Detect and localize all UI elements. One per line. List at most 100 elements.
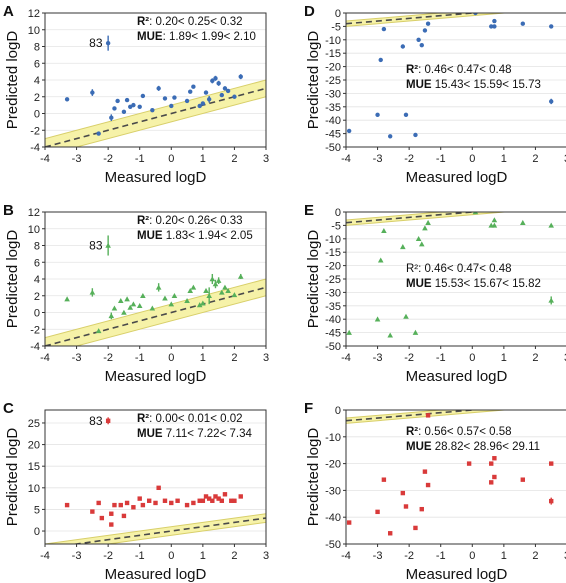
y-tick-label: -25 (325, 274, 341, 286)
y-tick-label: -35 (325, 102, 341, 114)
data-point (127, 304, 134, 310)
y-axis-label: Predicted logD (305, 31, 322, 130)
mue-value: 15.43< 15.59< 15.73 (432, 79, 541, 91)
mue-value: : 1.89< 1.99< 2.10 (163, 31, 256, 43)
data-point (99, 515, 105, 521)
point-annotation: 83 (89, 239, 103, 253)
x-tick-label: 2 (231, 352, 237, 364)
band-lower-edge (346, 410, 510, 424)
data-point (213, 494, 218, 499)
x-tick-label: -2 (404, 550, 414, 562)
x-tick-label: 2 (532, 550, 538, 562)
r2-value: : 0.56< 0.57< 0.58 (418, 426, 511, 438)
data-point (549, 99, 554, 104)
y-tick-label: 2 (34, 291, 40, 303)
x-tick-label: -4 (341, 352, 351, 364)
data-point (415, 236, 422, 242)
data-point (412, 329, 419, 335)
x-axis-label: Measured logD (406, 566, 508, 583)
x-axis-label: Measured logD (105, 368, 207, 385)
data-point (549, 461, 554, 466)
data-point (520, 219, 526, 225)
x-tick-label: 2 (231, 550, 237, 562)
data-point (121, 109, 127, 115)
data-point (419, 42, 424, 48)
data-point (149, 305, 156, 311)
x-tick-label: 1 (501, 550, 507, 562)
data-point (112, 106, 117, 111)
data-point (64, 97, 70, 102)
y-tick-label: 8 (34, 42, 40, 54)
data-point (225, 88, 231, 94)
y-tick-label: 10 (28, 224, 40, 236)
y-tick-label: -4 (30, 341, 40, 353)
data-point (472, 212, 479, 215)
data-point (162, 96, 168, 101)
y-axis-label: Predicted logD (305, 230, 322, 329)
y-axis-label: Predicted logD (4, 31, 21, 130)
x-tick-label: -4 (40, 153, 50, 165)
panel-label: A (3, 3, 14, 20)
data-point (216, 496, 221, 501)
y-tick-label: 10 (28, 25, 40, 37)
x-tick-label: -3 (72, 550, 82, 562)
x-tick-label: 1 (501, 352, 507, 364)
identity-line (45, 286, 266, 346)
r2-stat: R²: 0.46< 0.47< 0.48 (406, 263, 512, 275)
x-tick-label: 0 (168, 153, 174, 165)
panel-e: -4-3-2-10123-50-45-40-35-30-25-20-15-10-… (304, 202, 566, 385)
data-point (232, 94, 237, 99)
data-point (156, 485, 161, 491)
mue-stat: MUE 7.11< 7.22< 7.34 (137, 428, 252, 440)
y-tick-label: 8 (34, 241, 40, 253)
data-point (96, 131, 101, 136)
data-point (168, 301, 175, 307)
x-tick-label: -3 (72, 153, 82, 165)
r2-label: R² (137, 413, 149, 425)
data-point (210, 78, 215, 84)
data-point (200, 101, 206, 106)
data-point (375, 509, 380, 515)
data-point (111, 305, 118, 311)
data-point (381, 26, 387, 32)
y-tick-label: -50 (325, 142, 341, 154)
y-tick-label: -30 (325, 287, 341, 299)
x-tick-label: -1 (135, 550, 145, 562)
data-point (137, 104, 142, 110)
data-point (466, 461, 472, 466)
mue-value: 15.53< 15.67< 15.82 (432, 278, 541, 290)
data-point (225, 287, 231, 293)
y-tick-label: -20 (325, 459, 341, 471)
data-point (184, 297, 190, 304)
data-point (117, 297, 124, 304)
band-lower-edge (346, 13, 510, 27)
x-tick-label: 3 (564, 550, 566, 562)
y-tick-label: 4 (34, 274, 40, 286)
data-point (388, 134, 393, 139)
data-point (549, 498, 554, 504)
x-tick-label: 3 (564, 352, 566, 364)
data-point (121, 309, 127, 315)
band-upper-edge (45, 278, 266, 339)
plot-area (45, 235, 266, 346)
y-tick-label: 15 (28, 461, 40, 473)
y-tick-label: 25 (28, 418, 40, 430)
data-point (140, 502, 146, 508)
panel-d: -4-3-2-10123-50-45-40-35-30-25-20-15-10-… (304, 3, 566, 186)
x-tick-label: -2 (103, 352, 113, 364)
data-point (156, 86, 161, 91)
data-point (231, 292, 238, 298)
data-point (387, 332, 393, 338)
x-tick-label: -1 (135, 352, 145, 364)
x-tick-label: 3 (564, 153, 566, 165)
y-tick-label: 5 (34, 504, 40, 516)
data-point (413, 525, 418, 531)
y-tick-label: -40 (325, 115, 341, 127)
error-band (45, 279, 266, 346)
y-tick-label: -20 (325, 261, 341, 273)
r2-stat: R²: 0.00< 0.01< 0.02 (137, 413, 243, 425)
data-point (422, 469, 428, 474)
data-point (229, 498, 234, 503)
data-point (188, 89, 193, 94)
data-point (136, 303, 143, 309)
